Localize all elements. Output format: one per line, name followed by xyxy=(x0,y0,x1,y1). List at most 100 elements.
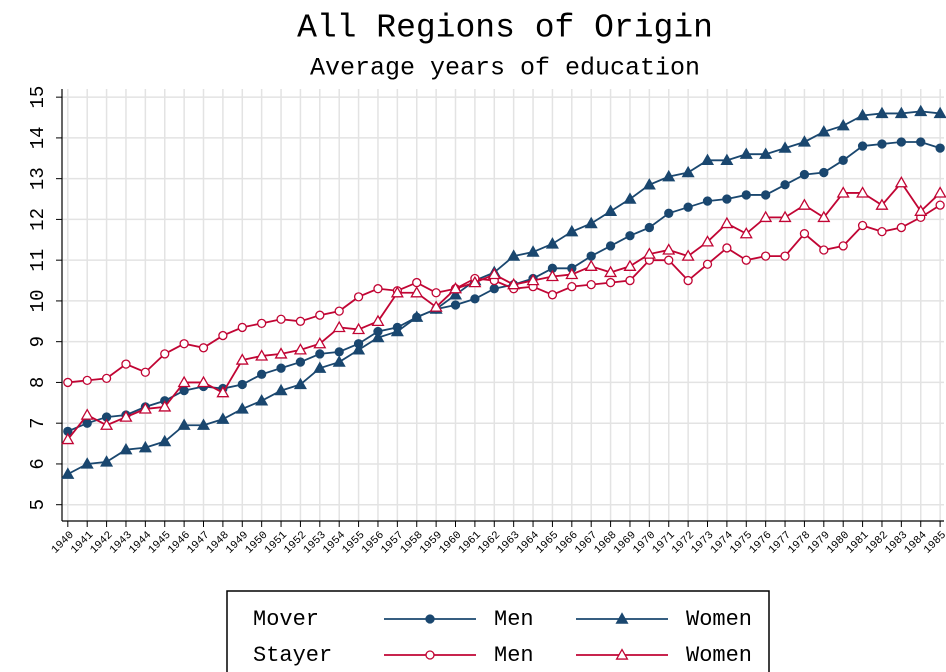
data-point xyxy=(722,194,732,204)
legend-marker xyxy=(615,648,629,660)
data-point xyxy=(604,204,618,216)
legend-marker xyxy=(425,650,435,660)
data-point xyxy=(313,337,327,349)
data-point xyxy=(700,153,715,166)
data-point xyxy=(101,373,112,384)
data-point xyxy=(799,229,810,239)
data-point xyxy=(896,222,907,233)
data-point xyxy=(179,339,189,349)
data-point xyxy=(700,235,715,247)
data-point xyxy=(683,202,693,212)
y-tick-label: 13 xyxy=(27,167,49,190)
data-point xyxy=(702,196,713,206)
data-point xyxy=(412,277,422,288)
data-point xyxy=(138,440,152,453)
data-point xyxy=(780,251,790,261)
data-point xyxy=(160,349,170,359)
data-point xyxy=(276,314,286,324)
data-point xyxy=(642,247,656,259)
data-point xyxy=(586,251,596,261)
data-point xyxy=(448,288,463,300)
data-point xyxy=(933,186,946,198)
data-point xyxy=(315,349,325,359)
chart-title: All Regions of Origin xyxy=(297,10,713,47)
data-point xyxy=(797,198,811,210)
data-point xyxy=(605,277,616,288)
data-point xyxy=(390,324,404,337)
data-point xyxy=(759,210,773,223)
data-point xyxy=(896,137,907,147)
data-point xyxy=(875,198,889,210)
legend-label: Men xyxy=(494,643,534,668)
y-tick-label: 11 xyxy=(27,249,49,272)
data-point xyxy=(875,106,889,119)
legend-label: Men xyxy=(494,607,534,632)
data-point xyxy=(100,418,114,430)
data-point xyxy=(179,385,189,396)
series-line xyxy=(67,204,941,384)
data-point xyxy=(410,310,424,322)
data-point xyxy=(158,434,172,447)
data-point xyxy=(235,402,249,414)
data-point xyxy=(722,243,732,253)
data-point xyxy=(625,275,635,286)
series-line xyxy=(67,110,941,475)
data-point xyxy=(681,165,695,178)
data-point xyxy=(257,369,267,379)
legend-marker xyxy=(425,614,435,624)
data-point xyxy=(332,320,346,333)
data-point xyxy=(371,330,385,343)
legend-marker xyxy=(615,612,629,624)
y-tick-label: 6 xyxy=(27,458,49,469)
data-point xyxy=(196,375,211,388)
data-point xyxy=(196,418,211,430)
data-point xyxy=(584,216,598,229)
y-tick-label: 7 xyxy=(27,417,49,428)
y-tick-label: 12 xyxy=(27,208,49,231)
data-point xyxy=(313,361,327,373)
data-point xyxy=(623,259,637,271)
data-point xyxy=(856,186,870,198)
y-tick-label: 15 xyxy=(27,86,49,109)
data-point xyxy=(547,290,558,300)
data-point xyxy=(604,265,618,278)
data-point xyxy=(605,241,616,251)
data-point xyxy=(797,135,811,147)
data-point xyxy=(739,226,753,239)
data-point xyxy=(702,259,713,269)
data-point xyxy=(720,153,734,166)
data-point xyxy=(489,284,499,294)
y-tick-label: 8 xyxy=(27,377,49,388)
data-point xyxy=(410,286,424,298)
data-point xyxy=(623,192,637,204)
data-point xyxy=(856,108,870,121)
data-point xyxy=(450,300,461,310)
data-point xyxy=(274,383,288,396)
data-point xyxy=(625,231,635,241)
data-point xyxy=(119,410,133,422)
data-point xyxy=(295,357,306,367)
data-point xyxy=(468,275,482,288)
data-point xyxy=(545,269,559,282)
data-point xyxy=(584,259,598,271)
data-point xyxy=(507,249,521,261)
data-point xyxy=(373,284,383,294)
data-point xyxy=(857,141,868,151)
data-point xyxy=(257,318,267,328)
data-point xyxy=(662,243,676,255)
data-point xyxy=(894,176,908,188)
y-tick-label: 10 xyxy=(27,290,49,313)
data-point xyxy=(82,418,92,428)
data-point xyxy=(662,169,676,182)
data-point xyxy=(817,125,831,137)
data-point xyxy=(293,377,307,390)
data-point xyxy=(836,118,850,131)
data-point xyxy=(741,255,751,265)
data-point xyxy=(681,249,695,261)
data-point xyxy=(877,226,887,237)
legend-label: Women xyxy=(686,643,752,668)
data-point xyxy=(138,402,152,414)
data-point xyxy=(664,208,674,218)
data-point xyxy=(916,137,926,147)
